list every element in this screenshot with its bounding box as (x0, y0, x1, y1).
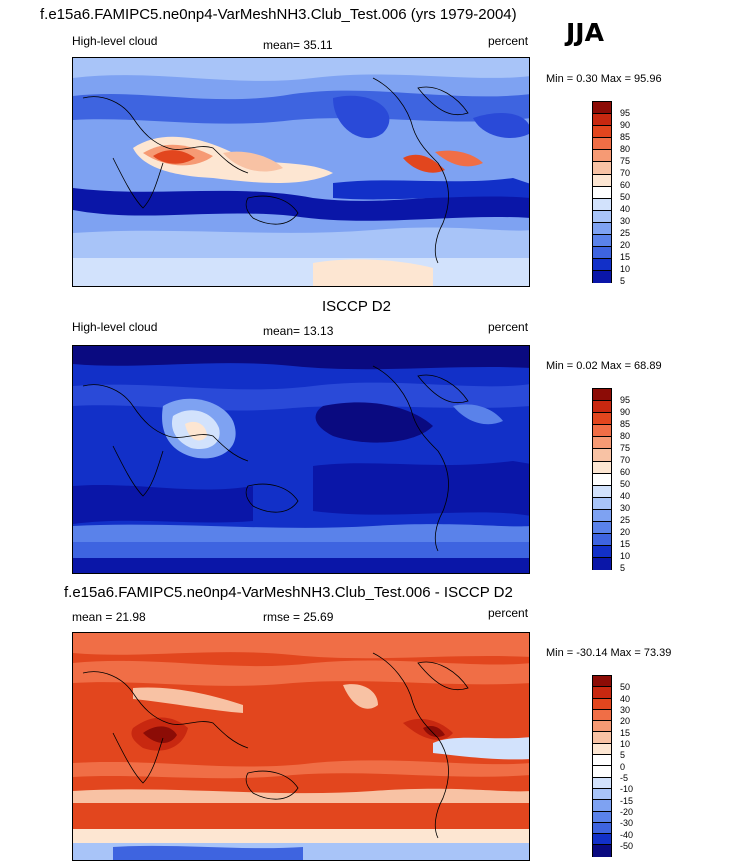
panel1-tick: 10 (620, 264, 631, 274)
panel1-tick: 95 (620, 108, 631, 118)
panel3-tick: -50 (620, 841, 634, 851)
panel1-tick: 80 (620, 144, 631, 154)
panel2-tick: 85 (620, 419, 631, 429)
panel1-variable: High-level cloud (72, 34, 158, 48)
panel2-variable: High-level cloud (72, 320, 158, 334)
panel3-tick: 5 (620, 750, 626, 760)
panel3-tick: 40 (620, 694, 631, 704)
panel2-tick: 75 (620, 443, 631, 453)
panel2-mean: mean= 13.13 (263, 324, 334, 338)
panel2-tick: 40 (620, 491, 631, 501)
panel1-contour-field (73, 58, 529, 286)
panel2-tick: 80 (620, 431, 631, 441)
panel1-tick: 40 (620, 204, 631, 214)
panel3-tick: -10 (620, 784, 634, 794)
panel2-contour-field (73, 346, 529, 573)
panel1-tick: 70 (620, 168, 631, 178)
panel3-tick: 50 (620, 682, 631, 692)
panel1-mean: mean= 35.11 (263, 38, 333, 52)
panel3-tick: 20 (620, 716, 631, 726)
panel3-tick: 15 (620, 728, 631, 738)
panel3-contour-field (73, 633, 529, 860)
panel1-tick: 20 (620, 240, 631, 250)
panel3-title: f.e15a6.FAMIPC5.ne0np4-VarMeshNH3.Club_T… (64, 584, 513, 601)
panel1-tick: 15 (620, 252, 631, 262)
panel1-tick: 75 (620, 156, 631, 166)
panel2-tick: 15 (620, 539, 631, 549)
panel2-tick: 70 (620, 455, 631, 465)
panel2-tick: 10 (620, 551, 631, 561)
panel2-tick: 5 (620, 563, 626, 573)
panel2-tick: 30 (620, 503, 631, 513)
panel3-tick: 30 (620, 705, 631, 715)
panel1-units: percent (488, 34, 529, 48)
panel3-tick: -20 (620, 807, 634, 817)
panel3-tick: 0 (620, 762, 626, 772)
panel2-minmax: Min = 0.02 Max = 68.89 (546, 360, 662, 372)
panel2-tick: 60 (620, 467, 631, 477)
panel3-tick: -30 (620, 818, 634, 828)
panel3-mean: mean = 21.98 (72, 610, 146, 624)
panel1-minmax: Min = 0.30 Max = 95.96 (546, 73, 662, 85)
panel3-tick: -15 (620, 796, 634, 806)
panel3-tick: 10 (620, 739, 631, 749)
panel1-tick: 30 (620, 216, 631, 226)
panel3-minmax: Min = -30.14 Max = 73.39 (546, 647, 672, 659)
panel1-map (72, 57, 530, 287)
panel2-colorbar (592, 388, 612, 571)
panel2-units: percent (488, 320, 529, 334)
panel1-title: f.e15a6.FAMIPC5.ne0np4-VarMeshNH3.Club_T… (40, 6, 517, 23)
panel3-tick: -40 (620, 830, 634, 840)
panel1-tick: 85 (620, 132, 631, 142)
panel3-tick: -5 (620, 773, 629, 783)
panel1-tick: 5 (620, 276, 626, 286)
panel2-tick: 25 (620, 515, 631, 525)
panel2-map (72, 345, 530, 574)
panel3-units: percent (488, 606, 529, 620)
panel2-tick: 20 (620, 527, 631, 537)
panel1-tick: 60 (620, 180, 631, 190)
panel2-tick: 95 (620, 395, 631, 405)
panel3-rmse: rmse = 25.69 (263, 610, 334, 624)
season-label: JJA (566, 18, 604, 47)
panel1-tick: 25 (620, 228, 631, 238)
panel1-tick: 90 (620, 120, 631, 130)
panel3-colorbar (592, 675, 612, 857)
panel1-colorbar (592, 101, 612, 284)
panel3-map (72, 632, 530, 861)
panel2-title: ISCCP D2 (322, 298, 391, 315)
panel2-tick: 90 (620, 407, 631, 417)
panel2-tick: 50 (620, 479, 631, 489)
panel1-tick: 50 (620, 192, 631, 202)
